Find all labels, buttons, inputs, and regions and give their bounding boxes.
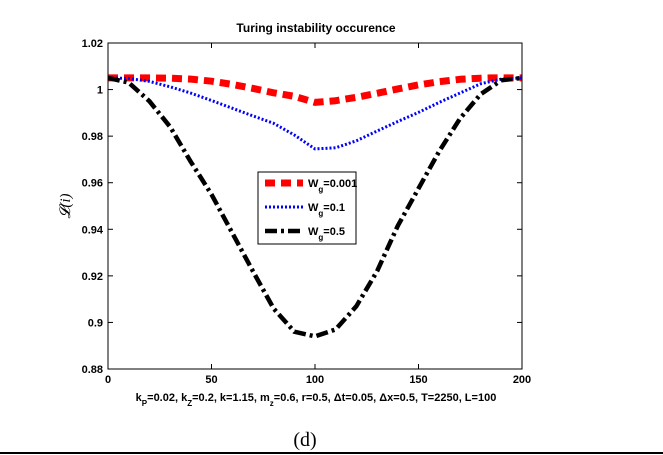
y-axis-label: 𝓛(i) bbox=[58, 193, 74, 218]
x-tick-label: 150 bbox=[409, 374, 427, 386]
panel-label: (d) bbox=[293, 429, 316, 451]
legend: Wg=0.001 Wg=0.1 Wg=0.5 bbox=[257, 171, 357, 245]
x-axis-caption: kP=0.02, kZ=0.2, k=1.15, mz=0.6, r=0.5, … bbox=[136, 392, 497, 408]
legend-label-1: Wg=0.001 bbox=[308, 178, 357, 194]
series-line-1 bbox=[108, 74, 522, 106]
axes: 0 50 100 150 200 0.88 0.9 0.92 0.94 0.96 0.98 1 1.02 bbox=[82, 38, 532, 386]
y-tick-label: 0.9 bbox=[88, 317, 103, 329]
legend-label-3: Wg=0.5 bbox=[308, 226, 345, 242]
y-tick-label: 0.88 bbox=[82, 364, 103, 376]
x-tick-label: 100 bbox=[306, 374, 324, 386]
series-line-3 bbox=[107, 75, 523, 339]
y-tick-label: 0.92 bbox=[82, 271, 103, 283]
y-tick-label: 1.02 bbox=[82, 38, 103, 50]
x-tick-label: 0 bbox=[105, 374, 111, 386]
y-tick-label: 0.94 bbox=[82, 224, 104, 236]
chart-title: Turing instability occurence bbox=[236, 21, 395, 35]
series-line-2 bbox=[107, 76, 523, 151]
x-tick-label: 200 bbox=[513, 374, 531, 386]
y-tick-label: 1 bbox=[97, 85, 103, 97]
y-tick-label: 0.96 bbox=[82, 178, 103, 190]
y-tick-label: 0.98 bbox=[82, 131, 103, 143]
legend-label-2: Wg=0.1 bbox=[308, 202, 345, 218]
series-layer bbox=[107, 74, 523, 339]
x-tick-label: 50 bbox=[205, 374, 217, 386]
